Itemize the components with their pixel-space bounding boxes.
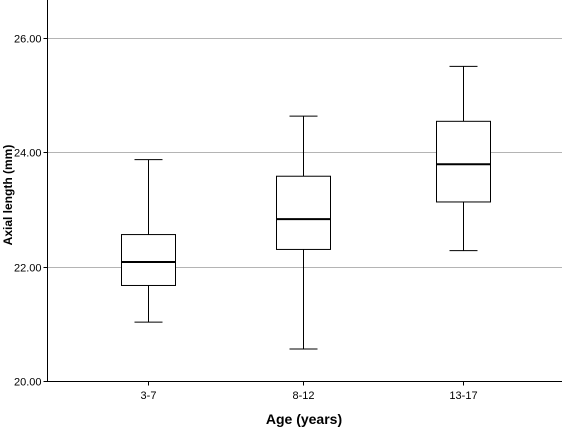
y-tick-label: 20.00: [14, 377, 42, 389]
boxplot-8-12: [276, 115, 331, 350]
x-tick-label: 8-12: [292, 390, 314, 402]
y-tick-labels: 20.00 22.00 24.00 26.00: [14, 34, 48, 389]
iqr-box: [436, 120, 491, 203]
x-tick-label: 3-7: [141, 390, 157, 402]
y-tick-label: 22.00: [14, 263, 42, 275]
x-tick-labels: 3-7 8-12 13-17: [141, 381, 478, 402]
iqr-box: [276, 175, 331, 250]
iqr-box: [121, 234, 176, 286]
boxplot-13-17: [436, 65, 491, 252]
boxes: [121, 65, 491, 350]
y-tick-label: 24.00: [14, 148, 42, 160]
axes: [47, 0, 562, 382]
x-tick-label: 13-17: [449, 390, 477, 402]
x-axis-title: Age (years): [266, 411, 342, 427]
y-axis-title: Axial length (mm): [1, 145, 15, 246]
y-tick-label: 26.00: [14, 34, 42, 46]
boxplot-3-7: [121, 159, 176, 323]
